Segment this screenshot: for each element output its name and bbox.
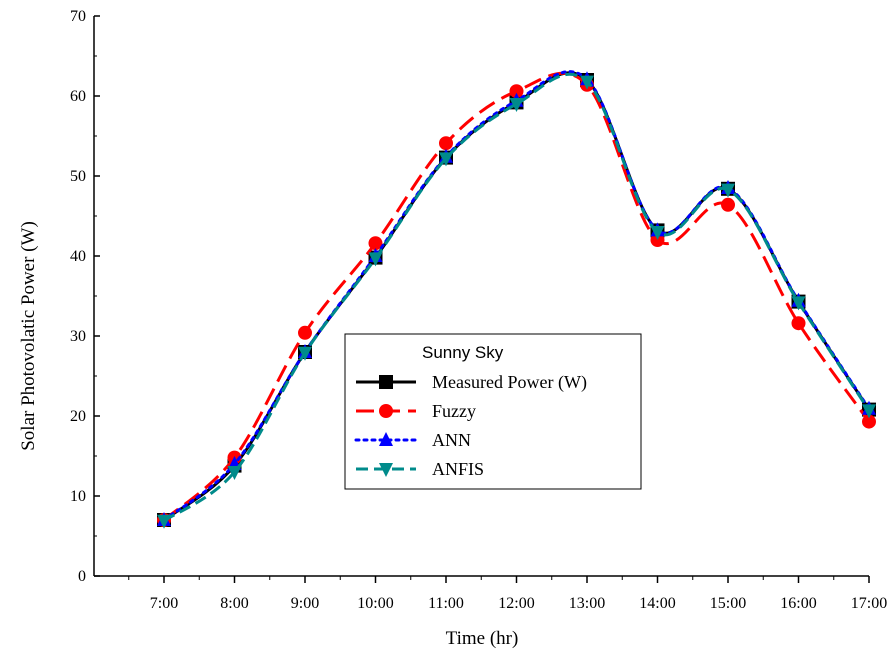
legend-items: Measured Power (W) Fuzzy ANN ANFIS: [354, 372, 587, 479]
data-point-triangle-up: [379, 432, 393, 446]
series-line: [163, 73, 871, 523]
x-tick-label: 16:00: [780, 595, 816, 612]
x-axis-title: Time (hr): [446, 628, 519, 649]
data-point-triangle-down: [650, 226, 665, 240]
data-point-triangle-down: [379, 463, 393, 477]
x-tick-label: 17:00: [851, 595, 887, 612]
y-tick-label: 70: [70, 8, 86, 25]
legend-item: Measured Power (W): [356, 372, 587, 393]
data-point-circle: [439, 136, 453, 151]
legend-title: Sunny Sky: [422, 343, 504, 362]
data-point-circle: [379, 404, 393, 418]
y-tick-label: 10: [70, 488, 86, 505]
legend-label: Fuzzy: [432, 401, 476, 421]
axes: 0 10 20 30 40 50 60 70 7:00 8:00 9:00 10:00 11:00 12:…: [70, 8, 887, 612]
data-point-triangle-down: [368, 252, 383, 267]
y-tick-label: 60: [70, 88, 86, 105]
x-tick-label: 8:00: [220, 595, 248, 612]
legend-label: ANFIS: [432, 459, 484, 479]
data-point-triangle-down: [157, 514, 171, 529]
data-point-square: [379, 375, 393, 389]
legend-item: ANFIS: [356, 459, 484, 479]
x-tick-label: 13:00: [569, 595, 605, 612]
x-tick-label: 11:00: [428, 595, 464, 612]
legend-item: ANN: [354, 430, 471, 450]
data-point-triangle-down: [509, 98, 524, 112]
data-point-triangle-down: [862, 404, 876, 419]
data-point-triangle-down: [791, 296, 806, 311]
data-point-triangle-down: [298, 346, 312, 361]
y-tick-label: 30: [70, 328, 86, 345]
legend: Sunny Sky Measured Power (W) Fuzzy ANN ANFI…: [344, 333, 642, 490]
x-tick-label: 12:00: [498, 595, 534, 612]
y-tick-label: 0: [78, 568, 86, 585]
series-anfis: [157, 73, 876, 529]
series-line: [163, 71, 871, 522]
data-point-triangle-down: [439, 152, 453, 167]
legend-label: ANN: [432, 430, 471, 450]
x-tick-label: 14:00: [639, 595, 675, 612]
data-point-circle: [368, 236, 383, 251]
x-tick-label: 15:00: [710, 595, 746, 612]
data-point-circle: [721, 197, 735, 212]
data-point-circle: [862, 414, 876, 429]
data-point-circle: [791, 316, 806, 331]
x-tick-label: 9:00: [291, 595, 319, 612]
y-axis-title: Solar Photovolatic Power (W): [18, 221, 39, 451]
data-point-circle: [509, 84, 524, 99]
data-point-circle: [298, 325, 312, 340]
x-tick-label: 10:00: [357, 595, 393, 612]
legend-label: Measured Power (W): [432, 372, 587, 393]
data-point-triangle-down: [721, 183, 735, 198]
y-tick-label: 50: [70, 168, 86, 185]
data-point-triangle-down: [227, 466, 242, 480]
data-point-triangle-down: [580, 75, 594, 90]
series-layer: [157, 70, 876, 529]
x-tick-label: 7:00: [150, 595, 178, 612]
y-tick-label: 20: [70, 408, 86, 425]
legend-item: Fuzzy: [356, 401, 476, 421]
y-tick-label: 40: [70, 248, 86, 265]
